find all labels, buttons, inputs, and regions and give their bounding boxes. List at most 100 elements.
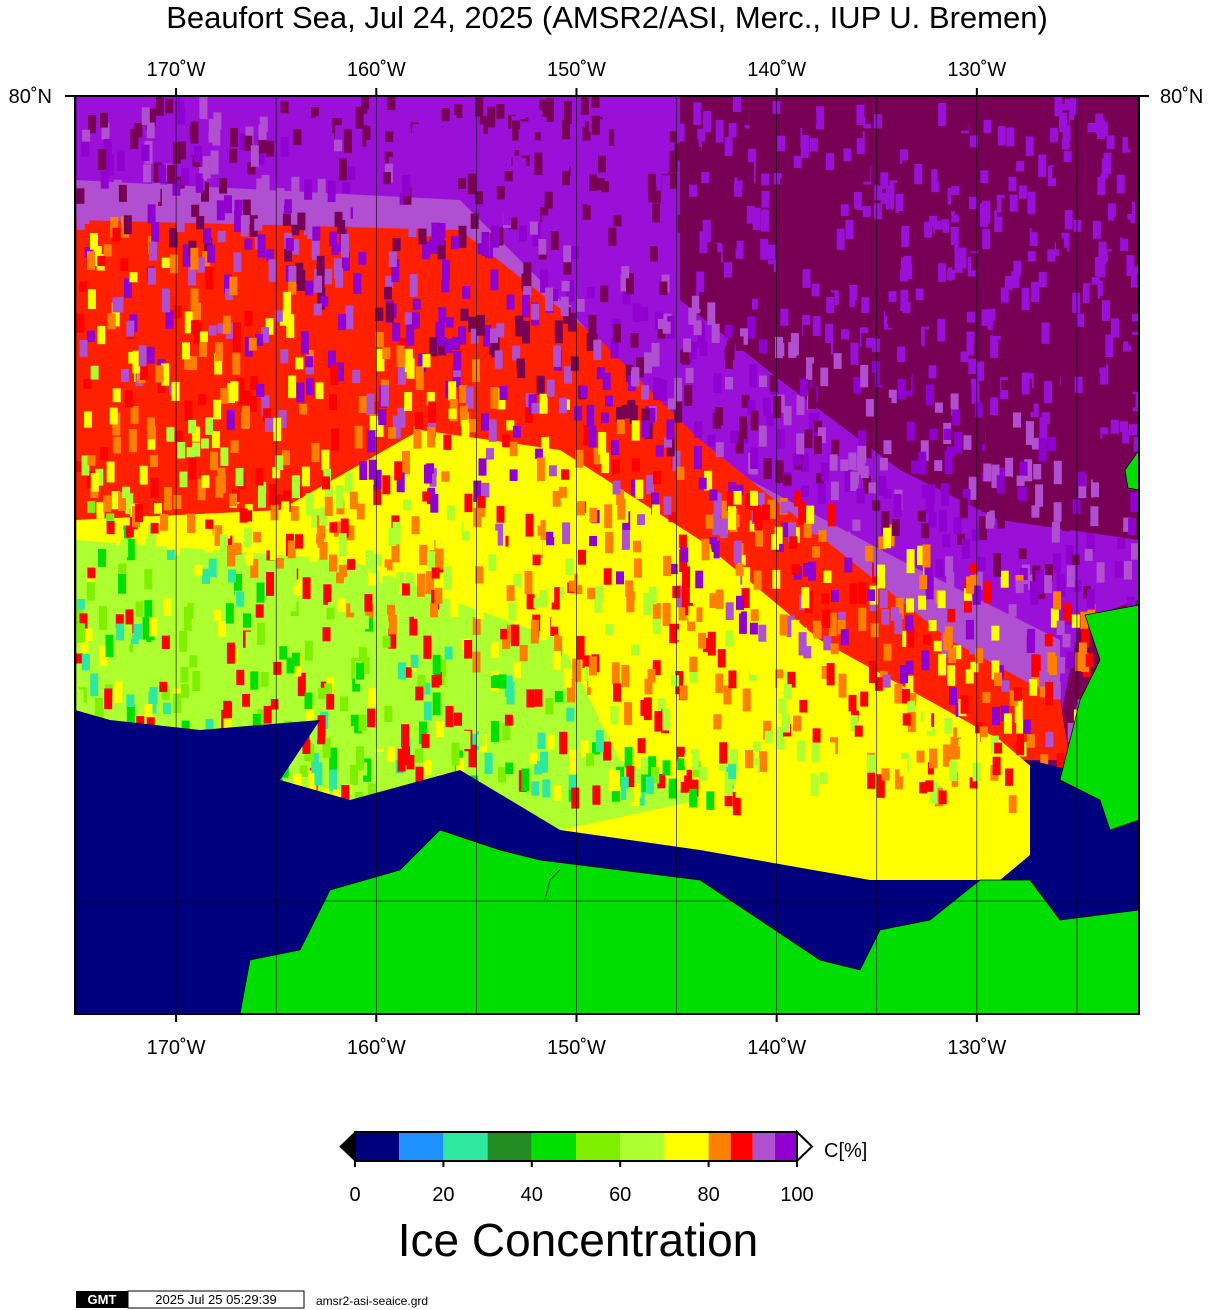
ice-pixel: [87, 289, 96, 309]
ice-pixel: [922, 735, 930, 750]
ice-pixel: [1121, 429, 1130, 444]
ice-pixel: [870, 623, 879, 638]
ice-pixel: [945, 254, 954, 265]
ice-pixel: [996, 475, 1005, 494]
ice-pixel: [361, 656, 370, 675]
ice-pixel: [1120, 500, 1129, 517]
ice-pixel: [505, 762, 514, 775]
ice-pixel: [625, 175, 634, 188]
ice-pixel: [1031, 210, 1040, 233]
ice-pixel: [1003, 476, 1012, 489]
ice-pixel: [626, 593, 635, 613]
ice-pixel: [767, 499, 776, 519]
ice-pixel: [764, 731, 773, 744]
ice-pixel: [323, 468, 331, 481]
ice-pixel: [1015, 580, 1024, 594]
ice-pixel: [1025, 136, 1034, 156]
ice-pixel: [138, 345, 147, 367]
ice-pixel: [701, 141, 710, 156]
ice-pixel: [213, 609, 222, 621]
ice-pixel: [234, 209, 243, 233]
ice-pixel: [213, 399, 221, 420]
ice-pixel: [283, 199, 292, 214]
ice-pixel: [826, 297, 835, 314]
ice-pixel: [134, 503, 143, 523]
ice-pixel: [991, 660, 1000, 680]
ice-pixel: [384, 559, 393, 571]
ice-pixel: [856, 456, 865, 475]
ice-pixel: [783, 474, 792, 486]
ice-pixel: [1016, 719, 1025, 742]
ice-pixel: [117, 151, 125, 171]
ice-pixel: [677, 758, 686, 771]
ice-pixel: [381, 751, 390, 766]
ice-pixel: [1016, 161, 1025, 172]
ice-pixel: [991, 625, 1000, 641]
ice-pixel: [358, 251, 367, 265]
ice-pixel: [487, 106, 496, 128]
ice-pixel: [641, 774, 650, 793]
ice-pixel: [269, 484, 278, 505]
ice-pixel: [1100, 364, 1109, 385]
ice-pixel: [837, 612, 846, 626]
ice-pixel: [403, 499, 412, 511]
ice-pixel: [112, 227, 121, 242]
ice-pixel: [454, 712, 462, 726]
ice-pixel: [524, 571, 533, 595]
ice-pixel: [441, 471, 450, 482]
ice-pixel: [219, 534, 228, 558]
ice-pixel: [600, 129, 609, 151]
ice-pixel: [934, 460, 943, 471]
ice-pixel: [391, 540, 400, 563]
ice-pixel: [558, 776, 567, 792]
ice-pixel: [699, 767, 708, 782]
ice-pixel: [577, 569, 586, 586]
ice-pixel: [373, 484, 382, 505]
ice-pixel: [953, 645, 962, 660]
ice-pixel: [1035, 484, 1044, 507]
ice-pixel: [315, 382, 324, 399]
ice-pixel: [652, 504, 660, 516]
ice-pixel: [451, 337, 460, 351]
ice-pixel: [728, 226, 737, 249]
ice-pixel: [315, 116, 324, 141]
ice-pixel: [750, 410, 759, 431]
ice-pixel: [504, 742, 513, 759]
ice-pixel: [87, 567, 96, 579]
ice-pixel: [105, 634, 114, 657]
ice-pixel: [845, 219, 854, 240]
ice-pixel: [758, 128, 767, 141]
ice-pixel: [205, 417, 213, 435]
ice-pixel: [426, 504, 435, 524]
ice-pixel: [341, 785, 350, 803]
ice-pixel: [922, 122, 930, 142]
ice-pixel: [895, 193, 904, 213]
ice-pixel: [929, 781, 938, 804]
ice-pixel: [811, 283, 820, 297]
ice-pixel: [776, 292, 785, 312]
ice-pixel: [1122, 137, 1131, 153]
ice-pixel: [375, 419, 384, 437]
ice-pixel: [173, 693, 182, 714]
ice-pixel: [149, 455, 158, 467]
ice-pixel: [960, 114, 969, 131]
ice-pixel: [725, 630, 734, 647]
ice-pixel: [1064, 210, 1073, 230]
ice-pixel: [641, 408, 650, 421]
ice-pixel: [943, 408, 952, 421]
ice-pixel: [375, 307, 384, 321]
ice-pixel: [149, 241, 157, 261]
ice-pixel: [534, 448, 543, 459]
ice-pixel: [781, 743, 790, 761]
ice-pixel: [414, 607, 422, 619]
ice-pixel: [863, 476, 871, 494]
ice-pixel: [749, 660, 758, 675]
ice-pixel: [183, 606, 192, 631]
ice-pixel: [270, 699, 279, 710]
ice-pixel: [192, 442, 201, 457]
ice-pixel: [814, 151, 823, 170]
ice-pixel: [313, 303, 322, 316]
ice-pixel: [177, 188, 186, 212]
ice-pixel: [920, 440, 929, 461]
ice-pixel: [436, 476, 445, 490]
